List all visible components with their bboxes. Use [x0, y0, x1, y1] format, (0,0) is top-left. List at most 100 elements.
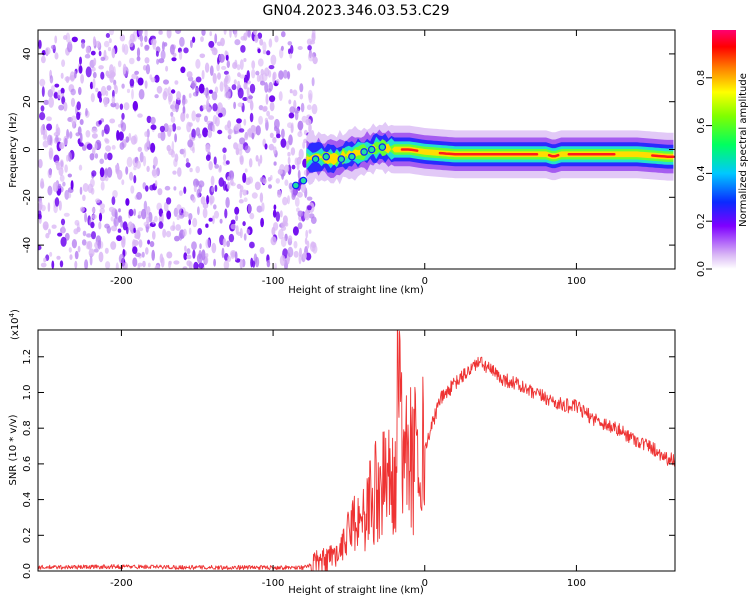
spectrogram-noise-speckle: [59, 174, 65, 182]
spectrogram-noise-speckle: [73, 228, 79, 235]
spectrogram-noise-speckle: [208, 40, 215, 48]
signal-core: [651, 154, 675, 158]
spectrogram-noise-speckle: [278, 229, 284, 240]
spectrogram-noise-speckle: [141, 251, 145, 258]
spectrogram-noise-speckle: [105, 261, 111, 269]
spectrogram-noise-speckle: [63, 212, 70, 217]
spectrogram-noise-speckle: [110, 225, 118, 232]
spectrogram-noise-speckle: [85, 241, 91, 250]
spectrogram-noise-speckle: [40, 181, 45, 189]
spectrogram-noise-speckle: [281, 128, 285, 139]
spectrogram-noise-speckle: [60, 87, 65, 94]
spectrogram-noise-speckle: [213, 204, 217, 210]
spectrogram-noise-speckle: [193, 178, 199, 188]
spectrogram-noise-speckle: [125, 198, 130, 206]
spectrogram-marks: [38, 30, 675, 269]
spectrogram-noise-speckle: [64, 76, 71, 82]
spectrogram-noise-speckle: [111, 196, 116, 206]
spectrogram-y-tick-label: 40: [22, 48, 33, 61]
spectrogram-noise-speckle: [160, 130, 166, 142]
spectrogram-noise-speckle: [282, 69, 288, 79]
spectrogram-noise-speckle: [99, 96, 102, 103]
spectrogram-noise-speckle: [306, 38, 313, 46]
spectrogram-noise-speckle: [171, 141, 175, 152]
spectrogram-noise-speckle: [287, 156, 291, 165]
spectrogram-noise-speckle: [259, 38, 264, 46]
spectrogram-noise-speckle: [212, 215, 215, 225]
spectrogram-noise-speckle: [291, 187, 297, 198]
spectrogram-noise-speckle: [77, 126, 82, 136]
spectrogram-noise-speckle: [76, 222, 80, 230]
spectrogram-y-label: Frequency (Hz): [8, 112, 19, 188]
spectrogram-noise-speckle: [81, 39, 86, 44]
spectrogram-noise-speckle: [202, 104, 207, 110]
spectrogram-noise-speckle: [111, 96, 116, 105]
spectrogram-noise-speckle: [163, 201, 169, 212]
spectrogram-noise-speckle: [218, 167, 222, 173]
spectrogram-noise-speckle: [310, 242, 317, 248]
spectrogram-noise-speckle: [198, 180, 205, 188]
spectrogram-noise-speckle: [237, 142, 244, 151]
spectrogram-noise-speckle: [90, 221, 95, 229]
spectrogram-noise-speckle: [71, 239, 77, 249]
spectrogram-noise-speckle: [298, 148, 304, 160]
spectrogram-noise-speckle: [246, 93, 253, 104]
spectrogram-noise-speckle: [170, 150, 176, 158]
spectrogram-noise-speckle: [307, 89, 313, 101]
spectrogram-noise-speckle: [262, 50, 267, 55]
spectrogram-noise-speckle: [40, 204, 46, 212]
spectrogram-noise-speckle: [91, 66, 96, 72]
spectrogram-noise-speckle: [255, 70, 260, 76]
spectrogram-noise-speckle: [112, 89, 115, 99]
spectrogram-noise-speckle: [76, 111, 81, 121]
spectrogram-noise-speckle: [193, 185, 197, 193]
spectrogram-noise-speckle: [275, 211, 280, 222]
spectrogram-noise-speckle: [91, 127, 98, 133]
spectrogram-noise-speckle: [244, 168, 248, 173]
spectrogram-noise-speckle: [84, 259, 89, 269]
spectrogram-noise-speckle: [166, 251, 173, 259]
spectrogram-noise-speckle: [236, 64, 241, 71]
spectrogram-noise-speckle: [118, 208, 121, 213]
spectrogram-noise-speckle: [230, 223, 237, 230]
spectrogram-noise-speckle: [161, 41, 165, 52]
spectrogram-noise-speckle: [117, 60, 122, 68]
spectrogram-noise-speckle: [60, 72, 64, 79]
spectrogram-noise-speckle: [264, 143, 268, 150]
spectrogram-noise-speckle: [105, 33, 110, 38]
spectrogram-noise-speckle: [270, 54, 277, 66]
snr-panel: -200 -100 0 100 0.0 0.2 0.4 0.6 0.8 1.0 1.2 Heigh…: [8, 309, 676, 596]
spectrogram-noise-speckle: [280, 45, 284, 51]
spectrogram-noise-speckle: [210, 175, 215, 186]
spectrogram-noise-speckle: [255, 256, 260, 268]
spectrogram-noise-speckle: [176, 204, 182, 214]
spectrogram-noise-speckle: [90, 93, 95, 103]
spectrogram-noise-speckle: [275, 178, 280, 184]
spectrogram-noise-speckle: [191, 110, 196, 122]
spectrogram-noise-speckle: [193, 261, 199, 269]
spectrogram-noise-speckle: [146, 136, 150, 148]
spectrogram-noise-speckle: [234, 251, 238, 261]
spectrogram-noise-speckle: [251, 60, 256, 70]
spectrogram-noise-speckle: [225, 160, 230, 165]
spectrogram-noise-speckle: [237, 87, 244, 99]
spectrogram-noise-speckle: [299, 93, 304, 100]
spectrogram-noise-speckle: [64, 164, 68, 173]
spectrogram-noise-speckle: [190, 39, 193, 49]
spectrogram-noise-speckle: [218, 177, 225, 187]
spectrogram-noise-speckle: [99, 158, 104, 165]
spectrogram-noise-speckle: [78, 65, 83, 74]
spectrogram-noise-speckle: [182, 94, 186, 101]
spectrogram-noise-speckle: [191, 241, 197, 251]
spectrogram-noise-speckle: [144, 35, 148, 43]
spectrogram-noise-speckle: [268, 115, 275, 120]
spectrogram-noise-speckle: [296, 162, 300, 171]
spectrogram-noise-speckle: [82, 183, 89, 192]
spectrogram-noise-speckle: [56, 255, 61, 260]
spectrogram-noise-speckle: [128, 208, 134, 217]
spectrogram-noise-speckle: [269, 101, 275, 112]
spectrogram-noise-speckle: [198, 249, 202, 260]
spectrogram-noise-speckle: [197, 228, 203, 235]
spectrogram-noise-speckle: [308, 213, 315, 219]
